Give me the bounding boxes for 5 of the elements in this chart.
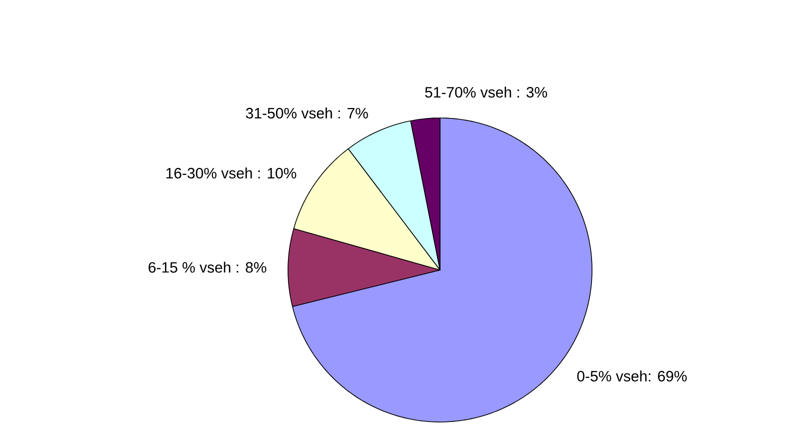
- slice-label: 6-15 % vseh : 8%: [148, 262, 266, 273]
- slice-label: 31-50% vseh : 7%: [246, 108, 368, 119]
- slice-label: 51-70% vseh : 3%: [425, 86, 548, 98]
- slice-label: 0-5% vseh: 69%: [577, 370, 687, 382]
- slice-label: 16-30% vseh : 10%: [166, 167, 296, 178]
